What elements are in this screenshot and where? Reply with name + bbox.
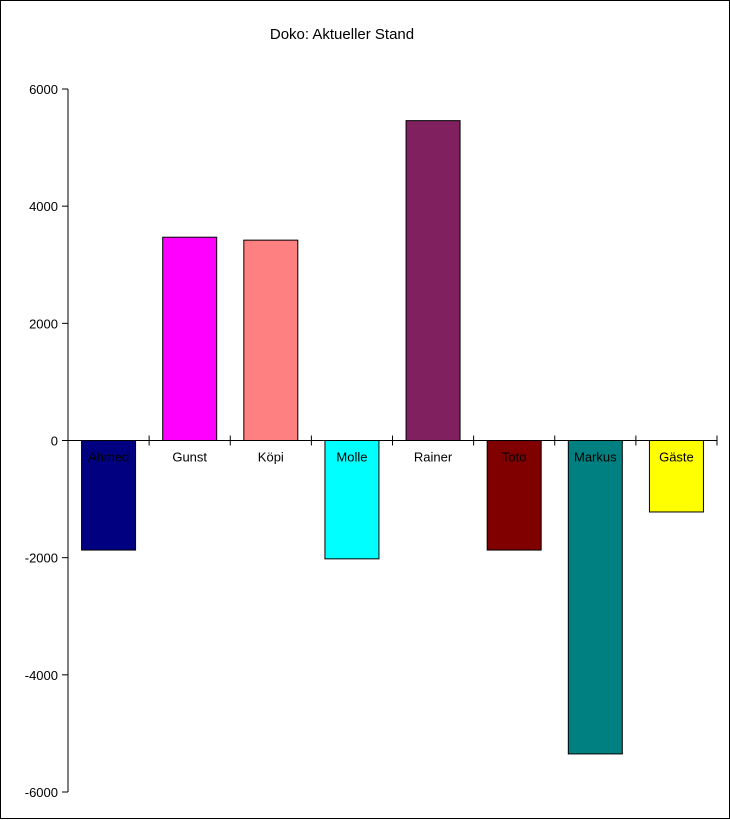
bar-rainer <box>405 120 461 441</box>
y-tick-label: -2000 <box>25 551 58 566</box>
chart-title: Doko: Aktueller Stand <box>270 26 414 43</box>
bar-markus <box>567 440 623 755</box>
y-tick-label: 2000 <box>29 316 58 331</box>
bar-köpi <box>243 239 299 441</box>
category-label: Markus <box>574 450 617 465</box>
bar-gunst <box>162 236 218 441</box>
bar-gäste <box>648 440 704 513</box>
category-label: Rainer <box>414 450 453 465</box>
y-tick-label: 6000 <box>29 82 58 97</box>
labels-layer: Ahmed Gunst Köpi Molle Rainer Toto Markus Gäste <box>88 450 694 465</box>
bars-layer <box>81 120 704 755</box>
y-tick-label: -4000 <box>25 668 58 683</box>
category-label: Gäste <box>659 450 694 465</box>
y-tick-label: 4000 <box>29 199 58 214</box>
category-label: Köpi <box>258 450 284 465</box>
bar-molle <box>324 440 380 560</box>
category-label: Gunst <box>172 450 207 465</box>
category-label: Toto <box>502 450 527 465</box>
category-label: Molle <box>336 450 367 465</box>
bar-toto <box>486 440 542 551</box>
y-tick-label: 0 <box>51 434 58 449</box>
category-label: Ahmed <box>88 450 129 465</box>
bar-ahmed <box>81 440 137 551</box>
y-tick-label: -6000 <box>25 785 58 800</box>
